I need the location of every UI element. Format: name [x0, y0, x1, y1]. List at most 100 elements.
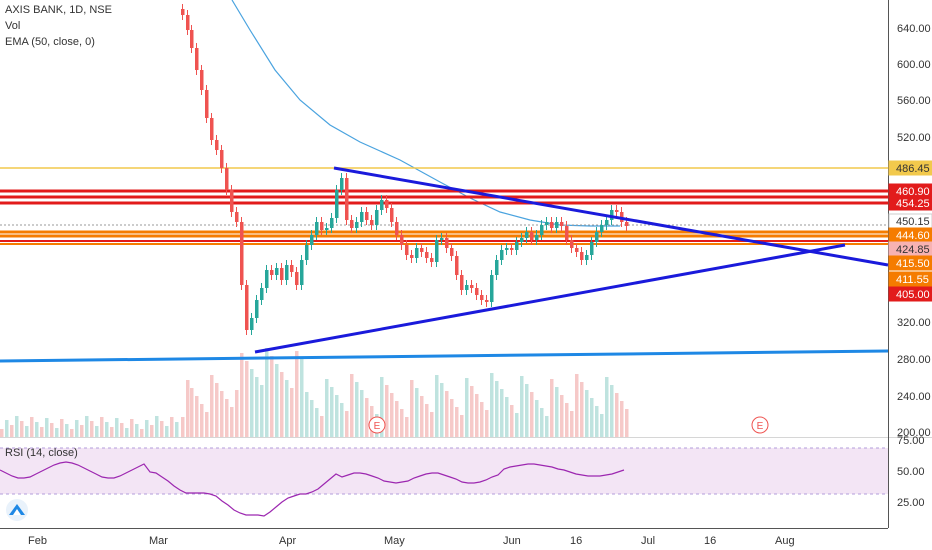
- candle-body: [510, 248, 514, 250]
- level-label[interactable]: 411.55: [888, 271, 932, 287]
- candle-body: [395, 222, 399, 235]
- price-tick: 640.00: [897, 23, 931, 35]
- price-tick: 200.00: [897, 427, 931, 439]
- candle-body: [540, 225, 544, 235]
- svg-text:460.90: 460.90: [896, 186, 930, 198]
- price-axis[interactable]: 640.00 600.00 560.00 520.00 320.00 280.0…: [897, 23, 931, 439]
- candle-body: [535, 235, 539, 240]
- volume-bar: [435, 375, 439, 437]
- level-label[interactable]: 454.25: [888, 195, 932, 211]
- level-label[interactable]: 424.85: [888, 241, 932, 257]
- volume-bar: [165, 426, 169, 437]
- volume-bar: [220, 391, 224, 437]
- rsi-legend[interactable]: RSI (14, close): [5, 447, 78, 459]
- descending-trendline[interactable]: [333, 166, 889, 267]
- symbol-title[interactable]: AXIS BANK, 1D, NSE: [5, 4, 112, 16]
- volume-bar: [186, 380, 190, 437]
- candle-body: [505, 248, 509, 250]
- candle-body: [475, 288, 479, 295]
- volume-bar: [260, 385, 264, 437]
- candle-body: [295, 272, 299, 285]
- volume-legend[interactable]: Vol: [5, 20, 21, 32]
- ascending-trendline[interactable]: [254, 243, 846, 354]
- svg-text:405.00: 405.00: [896, 289, 930, 301]
- candle-body: [600, 225, 604, 232]
- candle-body: [470, 285, 474, 288]
- candle-body: [250, 318, 254, 330]
- level-label[interactable]: 486.45: [888, 160, 932, 176]
- candle-body: [625, 222, 629, 226]
- earnings-marker[interactable]: E: [368, 416, 386, 434]
- price-pane[interactable]: [0, 0, 888, 437]
- volume-bar: [395, 401, 399, 437]
- volume-bar: [325, 379, 329, 437]
- volume-bar: [520, 376, 524, 437]
- volume-bar: [450, 399, 454, 437]
- volume-bar: [365, 398, 369, 437]
- level-label[interactable]: 405.00: [888, 286, 932, 302]
- candle-body: [245, 285, 249, 330]
- candle-body: [330, 218, 334, 228]
- rsi-tick: 50.00: [897, 466, 925, 478]
- volume-bar: [205, 412, 209, 437]
- level-label[interactable]: 415.50: [888, 255, 932, 271]
- candle-body: [345, 178, 349, 220]
- rsi-axis[interactable]: 75.00 50.00 25.00: [897, 435, 925, 509]
- level-label[interactable]: 444.60: [888, 227, 932, 243]
- volume-bar: [0, 429, 4, 437]
- time-tick: Apr: [279, 535, 296, 547]
- volume-bar: [455, 407, 459, 437]
- volume-bar: [40, 427, 44, 437]
- candle-body: [305, 245, 309, 260]
- volume-bar: [470, 386, 474, 437]
- volume-bar: [195, 396, 199, 437]
- candle-body: [420, 248, 424, 252]
- svg-text:424.85: 424.85: [896, 244, 930, 256]
- volume-bar: [70, 429, 74, 437]
- volume-bar: [385, 385, 389, 437]
- volume-bar: [155, 416, 159, 437]
- candle-body: [360, 212, 364, 222]
- volume-bar: [420, 396, 424, 437]
- ema-legend[interactable]: EMA (50, close, 0): [5, 36, 95, 48]
- candle-body: [400, 235, 404, 245]
- price-tick: 320.00: [897, 317, 931, 329]
- volume-bar: [25, 426, 29, 437]
- volume-bar: [10, 425, 14, 437]
- volume-bar: [230, 407, 234, 437]
- volume-bar: [245, 361, 249, 437]
- svg-text:411.55: 411.55: [896, 274, 929, 286]
- volume-bar: [465, 378, 469, 437]
- volume-bar: [560, 395, 564, 437]
- time-tick: Jul: [641, 535, 655, 547]
- volume-bar: [530, 392, 534, 437]
- volume-bars: [0, 348, 629, 437]
- support-line[interactable]: [0, 349, 889, 363]
- candle-body: [315, 222, 319, 235]
- candle-body: [415, 248, 419, 258]
- candle-body: [270, 270, 274, 275]
- volume-bar: [125, 428, 129, 437]
- volume-bar: [5, 420, 9, 437]
- time-tick: May: [384, 535, 405, 547]
- candle-body: [515, 242, 519, 250]
- candle-body: [575, 248, 579, 252]
- volume-bar: [500, 389, 504, 437]
- level-label[interactable]: 450.15: [888, 213, 932, 229]
- candle-body: [255, 300, 259, 318]
- time-axis[interactable]: Feb Mar Apr May Jun 16 Jul 16 Aug: [28, 535, 795, 547]
- earnings-marker[interactable]: E: [751, 416, 769, 434]
- volume-bar: [345, 411, 349, 437]
- candlesticks: [181, 4, 629, 335]
- price-tick: 520.00: [897, 132, 931, 144]
- candle-body: [355, 222, 359, 228]
- volume-bar: [485, 410, 489, 437]
- volume-bar: [295, 351, 299, 437]
- volume-bar: [300, 359, 304, 437]
- rsi-tick: 25.00: [897, 497, 925, 509]
- candle-body: [610, 210, 614, 220]
- volume-bar: [30, 417, 34, 437]
- candle-body: [500, 250, 504, 260]
